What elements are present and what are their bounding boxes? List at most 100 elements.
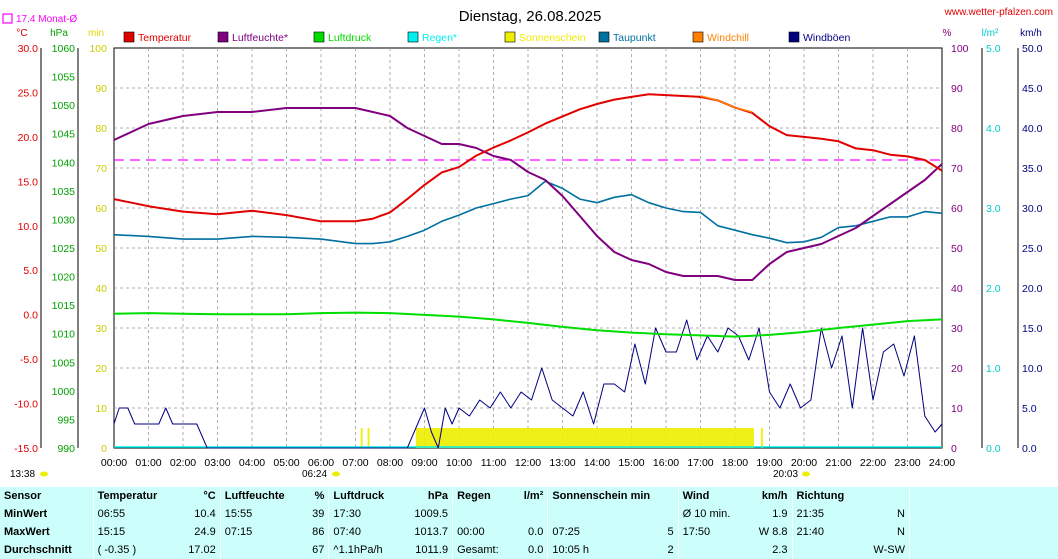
hpa-tick-label: 1050 [52,100,76,112]
x-tick-label: 16:00 [653,457,679,469]
x-tick-label: 19:00 [756,457,782,469]
summary-row-avg: Durchschnitt ( -0.35 ) 17.02 67 ^1.1hPa/… [0,541,1058,559]
legend-swatch [788,31,800,43]
chart-title: Dienstag, 26.08.2025 [459,8,602,25]
kmh-tick-label: 30.0 [1022,203,1043,215]
hpa-tick-label: 1055 [52,72,76,84]
temp-tick-label: 10.0 [18,221,39,233]
x-tick-label: 13:00 [549,457,575,469]
kmh-tick-label: 50.0 [1022,43,1043,55]
pct-tick-label: 20 [951,363,963,375]
summary-header-row: Sensor Temperatur °C Luftfeuchte % Luftd… [0,487,1058,505]
temp-tick-label: 30.0 [18,43,39,55]
monat-label: 17.4 Monat-Ø [16,14,77,25]
summary-table: Sensor Temperatur °C Luftfeuchte % Luftd… [0,487,1058,559]
hpa-tick-label: 1020 [52,272,76,284]
pct-tick-label: 70 [951,163,963,175]
pct-tick-label: 40 [951,283,963,295]
sun-time: 10:05 h [547,541,647,559]
x-tick-label: 12:00 [515,457,541,469]
x-tick-label: 05:00 [273,457,299,469]
hdr-wind: Wind [677,487,747,505]
min-tick-label: 40 [95,283,107,295]
legend-label: Luftfeuchte* [232,32,288,44]
temp-time: 06:55 [92,505,177,523]
press-time: 07:40 [328,523,402,541]
row-empty [909,523,1058,541]
kmh-tick-label: 45.0 [1022,83,1043,95]
sunrise-icon [332,471,340,477]
site-link[interactable]: www.wetter-pfalzen.com [944,7,1053,18]
legend-label: Windböen [803,32,850,44]
x-tick-label: 03:00 [204,457,230,469]
chart-legend: Temperatur Luftfeuchte* Luftdruck Regen* Son… [123,31,850,44]
lm2-tick-label: 1.0 [986,363,1001,375]
min-tick-label: 60 [95,203,107,215]
hdr-wind-unit: km/h [761,490,788,502]
sunset-time: 20:03 [773,469,798,480]
kmh-tick-label: 20.0 [1022,283,1043,295]
summary-row-min: MinWert 06:55 10.4 15:55 39 17:30 1009.5… [0,505,1058,523]
time-now: 13:38 [10,469,35,480]
legend-label: Sonnenschein [519,32,586,44]
legend-label: Regen* [422,32,457,44]
row-label: Durchschnitt [4,544,72,556]
pct-tick-label: 10 [951,403,963,415]
sunshine-bar [760,428,763,448]
lm2-tick-label: 4.0 [986,123,1001,135]
hpa-tick-label: 1030 [52,214,76,226]
min-tick-label: 100 [89,43,107,55]
sunshine-bar [415,428,754,448]
hum-time: 07:15 [219,523,304,541]
wind-time: Ø 10 min. [677,505,747,523]
hdr-press: Luftdruck [328,487,402,505]
hdr-dir: Richtung [791,487,861,505]
unit-min: min [88,28,104,39]
press-time: ^1.1hPa/h [328,541,402,559]
rain-value [514,505,548,523]
hum-time [219,541,304,559]
kmh-tick-label: 40.0 [1022,123,1043,135]
hdr-sensor: Sensor [4,490,42,502]
legend-label: Luftdruck [328,32,372,44]
temp-time: ( -0.35 ) [92,541,177,559]
kmh-tick-label: 15.0 [1022,323,1043,335]
rain-value: 0.0 [528,526,544,538]
series-windchill [700,95,753,113]
kmh-tick-label: 25.0 [1022,243,1043,255]
pct-tick-label: 90 [951,83,963,95]
legend-swatch [313,31,325,43]
min-tick-label: 90 [95,83,107,95]
unit-pct: % [943,28,952,39]
hpa-tick-label: 995 [57,414,75,426]
kmh-tick-label: 5.0 [1022,403,1037,415]
row-empty [909,541,1058,559]
hpa-tick-label: 1040 [52,157,76,169]
x-tick-label: 18:00 [722,457,748,469]
legend-swatch [217,31,229,43]
legend-label: Windchill [707,32,749,44]
dir-value: N [897,508,905,520]
legend-swatch [692,31,704,43]
temp-value: 10.4 [194,508,216,520]
series-taupunkt [113,180,943,245]
lm2-tick-label: 2.0 [986,283,1001,295]
x-tick-label: 07:00 [342,457,368,469]
pct-tick-label: 30 [951,323,963,335]
hum-time: 15:55 [219,505,304,523]
x-tick-label: 00:00 [101,457,127,469]
row-empty [909,505,1058,523]
temp-tick-label: 0.0 [23,310,38,322]
dir-value: N [897,526,905,538]
x-tick-label: 14:00 [584,457,610,469]
series-temperatur [113,93,943,223]
press-value: 1011.9 [415,544,449,556]
wind-value: W 8.8 [758,526,788,538]
hpa-tick-label: 1045 [52,129,76,141]
hdr-rain: Regen [452,487,514,505]
x-tick-label: 09:00 [411,457,437,469]
x-tick-label: 10:00 [446,457,472,469]
pct-tick-label: 50 [951,243,963,255]
dir-time: 21:35 [791,505,861,523]
hpa-tick-label: 1025 [52,243,76,255]
